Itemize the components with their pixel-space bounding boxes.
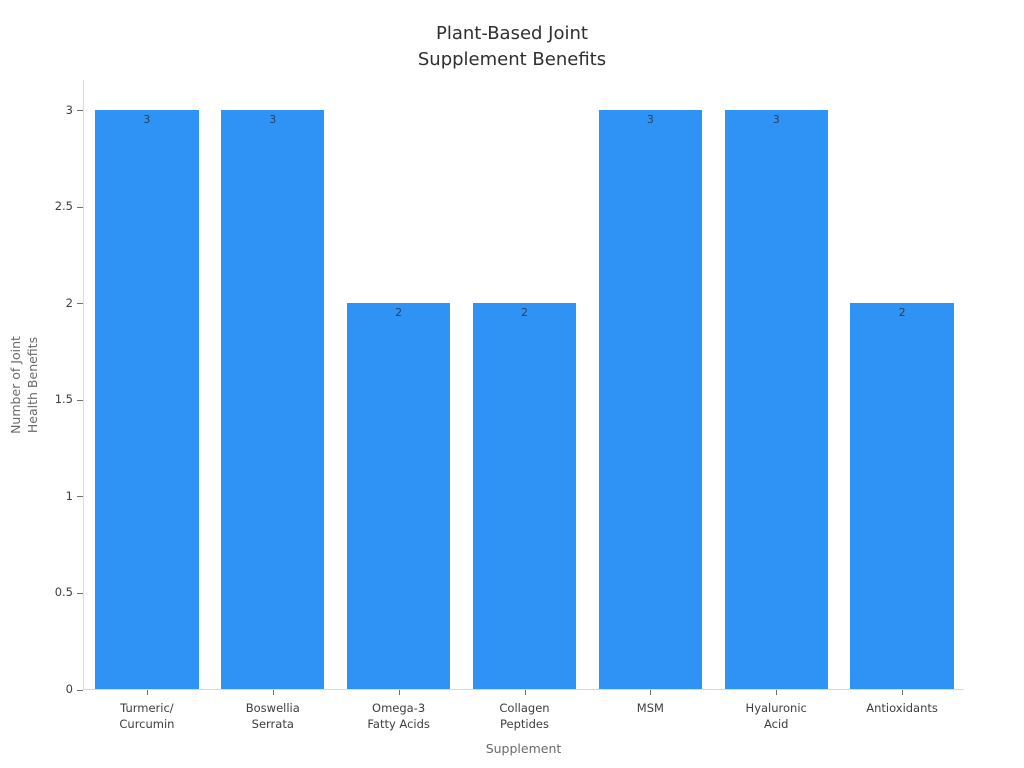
bar: 3: [724, 109, 828, 689]
chart-title: Plant-Based Joint Supplement Benefits: [417, 23, 607, 70]
bar: 3: [598, 109, 702, 689]
x-tick-mark: [524, 690, 526, 695]
x-axis-title: Supplement: [485, 741, 562, 756]
plot-area: 0 0.5 1 1.5 2 2.5 3 3 Turmeric/ Curcumin 3 Boswell…: [55, 80, 964, 731]
y-axis-title: Number of Joint Health Benefits: [8, 336, 40, 434]
x-category-label: Omega-3 Fatty Acids: [367, 701, 430, 731]
x-category-label: Turmeric/ Curcumin: [119, 701, 175, 731]
bar-value-label: 3: [772, 112, 780, 126]
x-category-label: Antioxidants: [866, 701, 938, 715]
bar-value-label: 3: [269, 112, 277, 126]
y-tick-label: 0: [65, 682, 73, 696]
y-tick-label: 1.5: [54, 392, 73, 407]
y-tick-mark: [77, 399, 83, 401]
y-tick-mark: [77, 689, 83, 691]
y-tick-label: 2.5: [54, 199, 73, 214]
y-tick-mark: [77, 110, 83, 112]
x-tick-mark: [650, 690, 652, 695]
x-category-label: Collagen Peptides: [499, 701, 550, 731]
x-category-label: MSM: [636, 701, 664, 715]
bar: 2: [472, 302, 577, 689]
y-tick-label: 1: [65, 488, 73, 503]
bar-value-label: 2: [898, 305, 906, 319]
x-tick-mark: [776, 690, 778, 695]
y-tick-mark: [77, 206, 83, 208]
y-tick-mark: [77, 592, 83, 594]
bar-value-label: 3: [646, 112, 654, 126]
bar: 3: [221, 109, 325, 689]
bar-value-label: 2: [520, 305, 528, 319]
x-tick-mark: [398, 690, 400, 695]
y-tick-label: 0.5: [54, 585, 73, 600]
bar: 2: [347, 302, 451, 689]
x-category-label: Hyaluronic Acid: [745, 701, 807, 731]
bar-value-label: 3: [143, 112, 151, 126]
y-tick-label: 2: [65, 295, 73, 310]
y-tick-mark: [77, 303, 83, 305]
bar-value-label: 2: [395, 305, 403, 319]
bar: 2: [850, 302, 954, 689]
y-tick-mark: [77, 496, 83, 498]
bar: 3: [95, 109, 199, 689]
x-tick-mark: [146, 690, 148, 695]
x-tick-mark: [902, 690, 904, 695]
y-tick-label: 3: [65, 102, 73, 117]
x-category-label: Boswellia Serrata: [245, 701, 300, 731]
x-tick-mark: [272, 690, 274, 695]
